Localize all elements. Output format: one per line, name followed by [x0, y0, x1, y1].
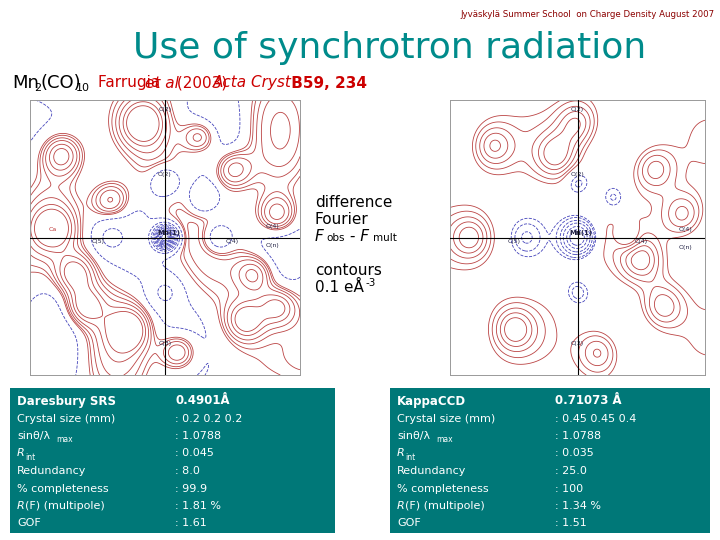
Text: : 1.51: : 1.51: [555, 518, 587, 529]
Text: obs: obs: [326, 233, 344, 243]
Text: C(4): C(4): [226, 239, 239, 244]
Text: O(4): O(4): [266, 224, 280, 230]
Text: R: R: [17, 449, 24, 458]
Text: : 1.0788: : 1.0788: [555, 431, 601, 441]
Text: difference: difference: [315, 195, 392, 210]
Text: 0.1 eÅ: 0.1 eÅ: [315, 280, 364, 295]
Text: - F: - F: [345, 229, 369, 244]
Text: et al: et al: [145, 76, 179, 91]
Text: : 100: : 100: [555, 483, 583, 494]
Text: Farrugia: Farrugia: [98, 76, 165, 91]
Text: O(4): O(4): [678, 227, 692, 232]
Text: sinθ/λ: sinθ/λ: [397, 431, 430, 441]
Text: Mn: Mn: [12, 74, 39, 92]
Text: C(3): C(3): [571, 341, 584, 346]
Text: Crystal size (mm): Crystal size (mm): [17, 414, 115, 423]
Text: contours: contours: [315, 263, 382, 278]
Text: Jyväskylä Summer School  on Charge Density August 2007: Jyväskylä Summer School on Charge Densit…: [461, 10, 715, 19]
Text: KappaCCD: KappaCCD: [397, 395, 466, 408]
Text: : 1.0788: : 1.0788: [175, 431, 221, 441]
Text: O(2): O(2): [571, 172, 585, 177]
Text: O(n): O(n): [678, 245, 692, 250]
Text: Fourier: Fourier: [315, 212, 369, 227]
Text: 0.4901Å: 0.4901Å: [175, 395, 230, 408]
Text: 10: 10: [76, 83, 90, 93]
Text: Redundancy: Redundancy: [397, 466, 467, 476]
Text: 0.71073 Å: 0.71073 Å: [555, 395, 621, 408]
Text: GOF: GOF: [397, 518, 420, 529]
Text: F: F: [315, 229, 324, 244]
Text: Ca: Ca: [48, 227, 57, 232]
Text: : 1.81 %: : 1.81 %: [175, 501, 221, 511]
Text: C(2): C(2): [571, 107, 584, 112]
Text: : 1.34 %: : 1.34 %: [555, 501, 601, 511]
Text: C(5): C(5): [91, 239, 104, 244]
Text: 2: 2: [34, 83, 41, 93]
Text: B59, 234: B59, 234: [286, 76, 367, 91]
Text: int: int: [25, 453, 35, 462]
Text: Mn(1): Mn(1): [157, 230, 180, 236]
Text: R: R: [397, 449, 405, 458]
Text: GOF: GOF: [17, 518, 41, 529]
Text: C(2): C(2): [158, 107, 171, 112]
Text: : 25.0: : 25.0: [555, 466, 587, 476]
Text: Crystal size (mm): Crystal size (mm): [397, 414, 495, 423]
Text: max: max: [436, 435, 453, 444]
Text: (F) (multipole): (F) (multipole): [25, 501, 104, 511]
Text: R: R: [397, 501, 405, 511]
Text: O(n): O(n): [266, 242, 280, 248]
Text: : 0.2 0.2 0.2: : 0.2 0.2 0.2: [175, 414, 243, 423]
Text: R: R: [17, 501, 24, 511]
Text: O(2): O(2): [158, 172, 172, 177]
Text: Use of synchrotron radiation: Use of synchrotron radiation: [133, 31, 647, 65]
Text: Daresbury SRS: Daresbury SRS: [17, 395, 116, 408]
Text: C(5): C(5): [507, 239, 520, 244]
Text: (F) (multipole): (F) (multipole): [405, 501, 485, 511]
Text: sinθ/λ: sinθ/λ: [17, 431, 50, 441]
Text: : 0.035: : 0.035: [555, 449, 594, 458]
Bar: [390, 388, 710, 533]
Text: mult: mult: [373, 233, 397, 243]
Text: -3: -3: [366, 278, 377, 288]
Text: C(3): C(3): [158, 341, 171, 346]
Text: C(4): C(4): [635, 239, 648, 244]
Text: (2003): (2003): [172, 76, 232, 91]
Bar: [10, 388, 335, 533]
Text: : 8.0: : 8.0: [175, 466, 200, 476]
Text: : 0.045: : 0.045: [175, 449, 214, 458]
Text: int: int: [405, 453, 415, 462]
Text: max: max: [56, 435, 73, 444]
Text: % completeness: % completeness: [397, 483, 489, 494]
Text: Redundancy: Redundancy: [17, 466, 86, 476]
Text: : 1.61: : 1.61: [175, 518, 207, 529]
Text: Acta Cryst: Acta Cryst: [213, 76, 292, 91]
Text: : 0.45 0.45 0.4: : 0.45 0.45 0.4: [555, 414, 636, 423]
Text: Mn(1): Mn(1): [570, 230, 593, 236]
Text: : 99.9: : 99.9: [175, 483, 207, 494]
Text: % completeness: % completeness: [17, 483, 109, 494]
Text: (CO): (CO): [40, 74, 81, 92]
